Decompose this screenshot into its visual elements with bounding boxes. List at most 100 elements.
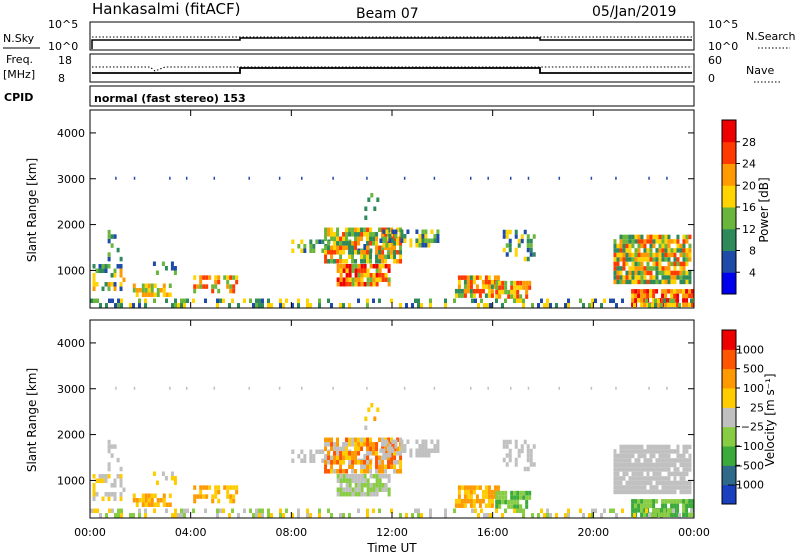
velocity-cell [594,508,597,514]
velocity-cell [673,512,677,518]
velocity-cell [327,437,331,443]
velocity-cell [366,437,370,443]
velocity-cell [354,478,358,483]
power-cell [504,289,508,295]
velocity-cell [173,476,177,481]
velocity-cell [170,476,174,481]
power-cell [381,263,385,269]
power-cell [98,268,102,274]
power-cell [336,268,340,273]
time-axis-ticks: 00:00 04:00 08:00 12:00 16:00 20:00 00:00 [74,110,710,539]
power-cell [651,303,654,308]
power-cell [688,279,692,285]
velocity-cell [339,513,342,518]
power-cell [327,245,331,251]
velocity-cell [688,444,692,450]
velocity-cell [436,439,440,444]
power-cell [519,294,523,299]
power-cell [399,254,403,260]
velocity-cell [162,498,166,503]
power-cell [291,239,295,244]
power-cell [615,176,617,180]
power-ylabel: Slant Range [km] [25,158,39,262]
power-cell [339,277,343,282]
power-cell [502,229,506,235]
velocity-cell [364,416,368,421]
velocity-cell [634,462,638,468]
power-cell [525,280,529,286]
power-cell [150,288,154,293]
power-cell [649,239,653,244]
power-cell [107,234,111,239]
velocity-cell [661,462,665,468]
velocity-cell [613,453,617,459]
power-cell [360,277,364,282]
velocity-cell [466,489,470,495]
velocity-cell [469,494,473,499]
power-cell [107,282,111,287]
power-cell [372,232,376,237]
power-cell [673,289,677,294]
velocity-cell [366,469,370,474]
power-cell [613,270,617,276]
velocity-cell [375,469,379,474]
power-cell [490,293,494,298]
velocity-cell [427,448,431,453]
velocity-cell [637,503,641,509]
power-cell [348,254,352,260]
velocity-cell [625,485,629,490]
power-cell [591,298,594,304]
velocity-cell [156,502,160,507]
power-cell [637,289,641,294]
power-cell [111,298,114,304]
velocity-cell [628,467,632,472]
power-cell [634,270,638,276]
power-cell [216,303,219,308]
velocity-cell [387,437,391,443]
power-cell [379,238,383,243]
power-cell [667,257,671,262]
power-cell [682,266,686,271]
velocity-cell [622,462,626,468]
velocity-cell [655,462,659,468]
velocity-cell [631,449,635,454]
power-cell [324,245,328,251]
velocity-cell [640,480,644,486]
velocity-cell [360,469,364,474]
power-cell [457,284,461,289]
velocity-cell [472,489,476,495]
velocity-cell [135,498,139,503]
velocity-cell [498,499,502,505]
velocity-cell [185,386,188,390]
power-cell [107,286,111,292]
power-cell [672,298,675,304]
power-cell [339,281,343,287]
velocity-cell [640,444,644,450]
velocity-cell [354,491,358,497]
velocity-cell [99,513,102,518]
power-cell [366,232,370,237]
velocity-cell [387,464,391,470]
colorbar-tick-label: 12 [742,223,756,236]
velocity-cell [603,508,606,514]
power-cell [342,259,346,264]
velocity-cell [132,498,136,503]
velocity-cell [669,508,672,514]
power-cell [342,263,346,269]
velocity-cell [92,492,96,497]
velocity-cell [309,513,312,518]
velocity-cell [682,512,686,518]
velocity-cell [387,455,391,461]
velocity-cell [514,457,518,463]
power-cell [649,270,653,276]
velocity-cell [673,462,677,468]
power-cell [664,248,668,253]
y-tick-label-0-3: 1000 [57,264,85,277]
velocity-cell [114,513,117,518]
power-cell [306,298,309,304]
power-cell [369,241,373,246]
power-cell [399,303,402,308]
velocity-cell [567,513,570,518]
velocity-cell [549,513,552,518]
power-cell [92,273,96,278]
